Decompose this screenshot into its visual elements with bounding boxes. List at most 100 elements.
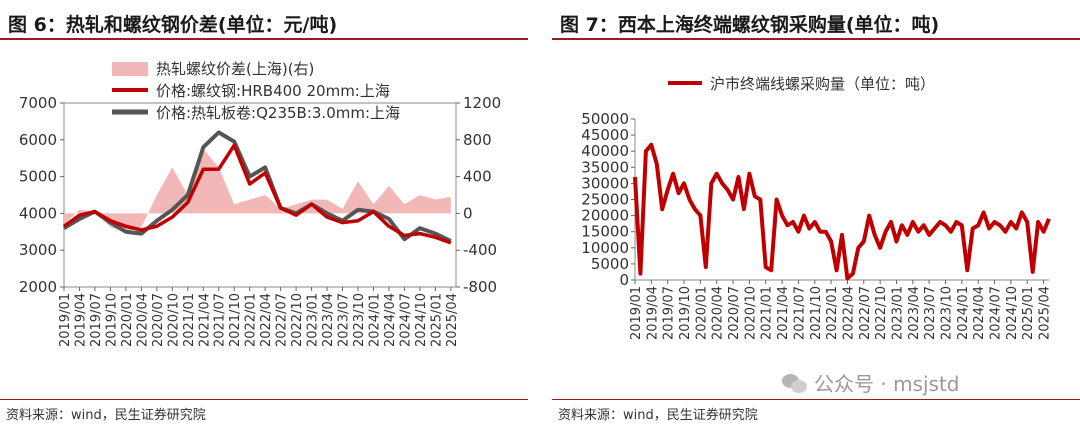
x-tick-label: 2022/07 [858,286,873,340]
x-tick-label: 2022/04 [841,286,856,340]
y-right-tick-label: 800 [463,131,492,149]
legend-label-rebar: 价格:螺纹钢:HRB400 20mm:上海 [156,82,390,100]
x-tick-label: 2022/07 [275,293,290,347]
x-tick-label: 2020/10 [166,293,181,347]
y-left-tick-label: 3000 [19,241,57,259]
x-tick-label: 2023/01 [306,293,321,347]
series-spread-area [64,149,451,232]
source-rule-left [0,399,528,400]
series-rebar-line [62,143,452,245]
y-tick-label: 5000 [591,255,629,273]
x-tick-label: 2020/07 [727,286,742,340]
x-tick-label: 2023/07 [923,286,938,340]
x-tick-label: 2025/01 [1021,286,1036,340]
y-left-tick-label: 5000 [19,168,57,186]
x-tick-label: 2020/10 [743,286,758,340]
chart-right: 0500010000150002000025000300003500040000… [581,75,1053,340]
y-right-tick-label: -800 [463,278,497,296]
x-tick-label: 2024/07 [398,293,413,347]
x-tick-label: 2024/01 [956,286,971,340]
y-left-tick-label: 6000 [19,131,57,149]
y-tick-label: 35000 [581,158,629,176]
x-tick-label: 2021/04 [197,293,212,347]
x-tick-label: 2022/10 [290,293,305,347]
x-tick-label: 2020/04 [135,293,150,347]
x-tick-label: 2022/10 [874,286,889,340]
x-tick-label: 2023/01 [890,286,905,340]
x-tick-label: 2024/07 [989,286,1004,340]
x-tick-label: 2025/04 [1038,286,1053,340]
source-note-left: 资料来源：wind，民生证券研究院 [6,408,206,423]
chart-panel-right: 图 7：西本上海终端螺纹钢采购量(单位：吨) 0 5000 10000 15000 20… [552,0,1080,428]
x-tick-label: 2020/07 [151,293,166,347]
y-tick-label: 20000 [581,207,629,225]
legend-label-hrc: 价格:热轧板卷:Q235B:3.0mm:上海 [156,104,400,122]
x-tick-label: 2021/01 [760,286,775,340]
x-tick-label: 2021/07 [213,293,228,347]
x-tick-label: 2025/04 [445,293,460,347]
y-left-tick-label: 4000 [19,204,57,222]
y-right-tick-label: 1200 [463,94,501,112]
legend-swatch-spread [112,62,148,76]
x-tick-label: 2019/07 [89,293,104,347]
chart-left: 2000 3000 4000 5000 6000 7000 -800 -400 0 400 800 1… [19,60,501,347]
source-rule-right [552,399,1080,400]
x-tick-label: 2021/07 [792,286,807,340]
x-tick-label: 2022/01 [244,293,259,347]
title-rule-left [0,38,528,40]
x-tick-label: 2024/10 [414,293,429,347]
x-tick-label: 2022/04 [259,293,274,347]
y-left-tick-label: 7000 [19,94,57,112]
x-tick-label: 2021/01 [182,293,197,347]
y-tick-label: 15000 [581,223,629,241]
x-tick-label: 2020/01 [120,293,135,347]
watermark: 公众号 · msjstd [782,368,960,397]
x-tick-label: 2023/04 [321,293,336,347]
y-right-tick-label: -400 [463,241,497,259]
series-hrc-line [62,130,452,243]
x-tick-label: 2021/04 [776,286,791,340]
y-right-tick-label: 400 [463,168,492,186]
x-tick-label: 2023/07 [337,293,352,347]
plot-area [63,102,457,288]
x-tick-label: 2019/07 [662,286,677,340]
x-tick-label: 2021/10 [228,293,243,347]
x-tick-label: 2024/04 [383,293,398,347]
x-tick-label: 2021/10 [809,286,824,340]
y-tick-label: 30000 [581,174,629,192]
y-tick-label: 10000 [581,239,629,257]
x-tick-label: 2020/04 [711,286,726,340]
x-tick-label: 2019/10 [104,293,119,347]
legend-label-volume: 沪市终端线螺采购量（单位：吨） [710,75,935,93]
x-tick-label: 2019/04 [645,286,660,340]
x-tick-label: 2019/04 [73,293,88,347]
x-tick-label: 2019/01 [629,286,644,340]
y-tick-label: 0 [619,271,629,289]
x-tick-label: 2024/04 [972,286,987,340]
x-tick-label: 2019/10 [678,286,693,340]
chart-title-left: 图 6：热轧和螺纹钢价差(单位：元/吨) [8,14,338,36]
series-volume-line [633,142,1051,281]
x-tick-label: 2023/10 [352,293,367,347]
wechat-icon [782,372,808,394]
title-rule-right [552,38,1080,40]
x-tick-label: 2023/10 [940,286,955,340]
y-right-tick-label: 0 [463,204,473,222]
y-left-tick-label: 2000 [19,278,57,296]
x-tick-label: 2025/01 [429,293,444,347]
watermark-text: 公众号 · msjstd [814,372,960,396]
source-note-right: 资料来源：wind，民生证券研究院 [558,408,758,423]
y-tick-label: 40000 [581,142,629,160]
y-tick-label: 45000 [581,126,629,144]
x-tick-label: 2023/04 [907,286,922,340]
y-tick-label: 50000 [581,110,629,128]
x-tick-label: 2024/01 [367,293,382,347]
chart-panel-left: 图 6：热轧和螺纹钢价差(单位：元/吨) 2000 3000 4000 5000 600… [0,0,528,428]
x-tick-label: 2022/01 [825,286,840,340]
chart-title-right: 图 7：西本上海终端螺纹钢采购量(单位：吨) [560,14,940,36]
x-tick-label: 2024/10 [1005,286,1020,340]
x-tick-label: 2020/01 [694,286,709,340]
y-tick-label: 25000 [581,191,629,209]
legend-label-spread: 热轧螺纹价差(上海)(右) [156,60,314,78]
x-tick-label: 2019/01 [58,293,73,347]
